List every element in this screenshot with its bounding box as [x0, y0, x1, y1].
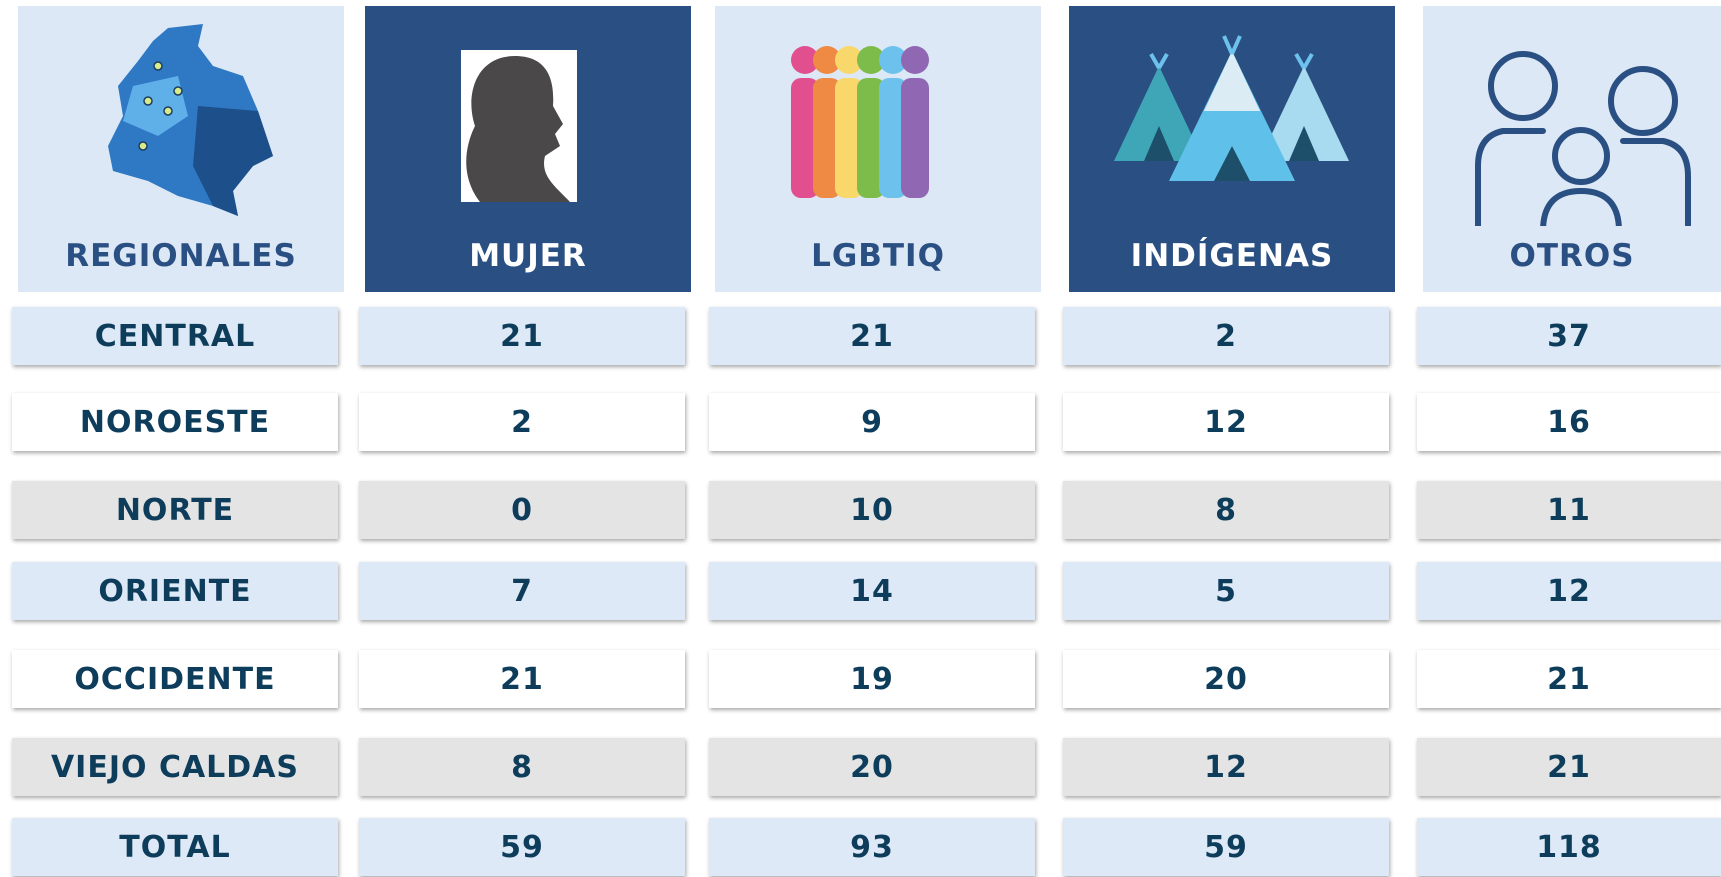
value-cell: 9 — [709, 393, 1035, 451]
value-cell: 12 — [1417, 562, 1721, 620]
value-cell: 20 — [709, 738, 1035, 796]
value-cell: 21 — [359, 307, 685, 365]
value-cell: 20 — [1063, 650, 1389, 708]
region-cell: OCCIDENTE — [12, 650, 338, 708]
value-cell: 21 — [359, 650, 685, 708]
region-cell: CENTRAL — [12, 307, 338, 365]
teepee-icon — [1114, 35, 1349, 181]
value-cell: 11 — [1417, 481, 1721, 539]
value-cell: 2 — [1063, 307, 1389, 365]
header-label: MUJER — [469, 238, 587, 274]
header-cell: MUJER — [365, 6, 691, 292]
value-cell: 0 — [359, 481, 685, 539]
map-icon — [108, 24, 273, 216]
value-cell: 59 — [359, 818, 685, 876]
value-cell: 12 — [1063, 738, 1389, 796]
value-cell: 19 — [709, 650, 1035, 708]
header-cell: INDÍGENAS — [1069, 6, 1395, 292]
value-cell: 14 — [709, 562, 1035, 620]
region-cell: NOROESTE — [12, 393, 338, 451]
region-cell: TOTAL — [12, 818, 338, 876]
region-cell: ORIENTE — [12, 562, 338, 620]
header-label: REGIONALES — [65, 238, 297, 274]
woman-icon — [461, 50, 577, 202]
value-cell: 5 — [1063, 562, 1389, 620]
header-label: INDÍGENAS — [1130, 238, 1334, 274]
region-cell: NORTE — [12, 481, 338, 539]
people-icon — [791, 46, 929, 198]
header-label: LGBTIQ — [811, 238, 945, 274]
header-label: OTROS — [1509, 238, 1635, 274]
value-cell: 8 — [1063, 481, 1389, 539]
value-cell: 59 — [1063, 818, 1389, 876]
value-cell: 8 — [359, 738, 685, 796]
value-cell: 93 — [709, 818, 1035, 876]
value-cell: 16 — [1417, 393, 1721, 451]
value-cell: 12 — [1063, 393, 1389, 451]
header-cell: REGIONALES — [18, 6, 344, 292]
value-cell: 21 — [1417, 738, 1721, 796]
header-cell: OTROS — [1423, 6, 1721, 292]
value-cell: 118 — [1417, 818, 1721, 876]
value-cell: 37 — [1417, 307, 1721, 365]
value-cell: 21 — [709, 307, 1035, 365]
region-cell: VIEJO CALDAS — [12, 738, 338, 796]
value-cell: 2 — [359, 393, 685, 451]
family-icon — [1475, 51, 1691, 226]
value-cell: 21 — [1417, 650, 1721, 708]
value-cell: 7 — [359, 562, 685, 620]
value-cell: 10 — [709, 481, 1035, 539]
header-cell: LGBTIQ — [715, 6, 1041, 292]
